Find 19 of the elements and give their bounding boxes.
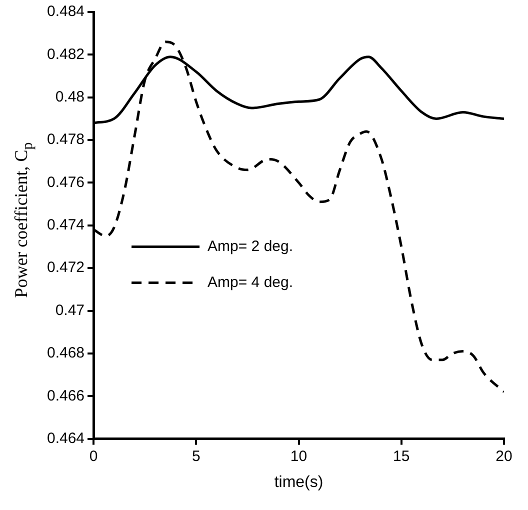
legend-label: Amp= 2 deg.	[208, 238, 294, 255]
x-tick-label: 20	[496, 448, 512, 465]
y-tick-label: 0.464	[46, 430, 85, 447]
y-tick-label: 0.482	[46, 46, 85, 63]
legend-label: Amp= 4 deg.	[208, 274, 294, 291]
y-tick-label: 0.47	[55, 302, 85, 319]
y-tick-label: 0.476	[46, 174, 85, 191]
y-tick-label: 0.48	[55, 88, 85, 106]
x-tick-label: 10	[290, 448, 308, 465]
x-tick-label: 15	[393, 448, 410, 465]
y-tick-label: 0.466	[46, 387, 85, 404]
x-tick-label: 0	[89, 448, 98, 465]
x-tick-label: 5	[192, 448, 200, 465]
y-tick-label: 0.472	[46, 259, 85, 276]
y-tick-label: 0.484	[46, 3, 85, 20]
y-tick-label: 0.468	[46, 344, 85, 362]
y-tick-label: 0.478	[46, 131, 85, 148]
y-tick-label: 0.474	[46, 216, 85, 234]
x-axis-title: time(s)	[274, 474, 324, 491]
